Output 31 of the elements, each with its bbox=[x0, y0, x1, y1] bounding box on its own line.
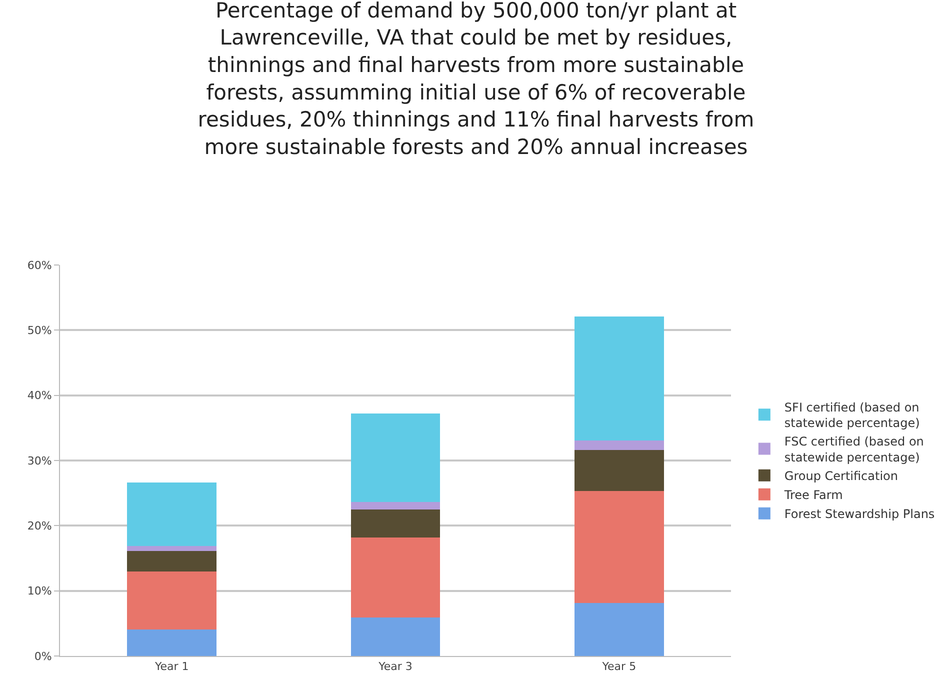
bar bbox=[350, 502, 440, 510]
bar bbox=[350, 537, 440, 618]
y-tick-label: 10% bbox=[27, 584, 52, 598]
legend-label: Tree Farm bbox=[783, 488, 843, 502]
y-tick-label: 0% bbox=[34, 650, 52, 663]
y-tick-label: 50% bbox=[27, 324, 52, 338]
bar bbox=[574, 450, 664, 492]
bar bbox=[574, 603, 664, 656]
chart-title: Percentage of demand by 500,000 ton/yr plant at Lawrenceville, VA that could be met by residues, thinnings and final harvests from more sustainable forests, assumming initial use of 6% of recoverable residues, 20% thinnings and 11% final harvests from more sustainable forests and 20% annual increases bbox=[198, 0, 754, 159]
y-tick-label: 20% bbox=[27, 520, 52, 533]
bar bbox=[574, 316, 664, 440]
bar bbox=[350, 618, 440, 656]
legend-label: FSC certified (based on statewide percentage) bbox=[784, 434, 924, 464]
bar bbox=[127, 551, 217, 572]
bar bbox=[350, 414, 440, 502]
legend-label: SFI certified (based on statewide percentage) bbox=[784, 400, 920, 430]
legend-label: Group Certification bbox=[784, 469, 898, 484]
x-tick-label: Year 3 bbox=[378, 660, 412, 674]
y-tick-label: 40% bbox=[27, 389, 52, 402]
bar bbox=[127, 571, 217, 630]
y-tick-label: 30% bbox=[27, 454, 52, 468]
bar bbox=[574, 491, 664, 604]
x-tick-label: Year 1 bbox=[154, 660, 189, 674]
bar bbox=[350, 509, 440, 538]
bar bbox=[574, 440, 664, 450]
legend-label: Forest Stewardship Plans bbox=[784, 507, 935, 522]
x-tick-label: Year 5 bbox=[601, 660, 636, 674]
y-tick-label: 60% bbox=[27, 258, 52, 272]
bar bbox=[127, 482, 217, 546]
bar bbox=[127, 629, 217, 656]
bar bbox=[127, 546, 217, 552]
